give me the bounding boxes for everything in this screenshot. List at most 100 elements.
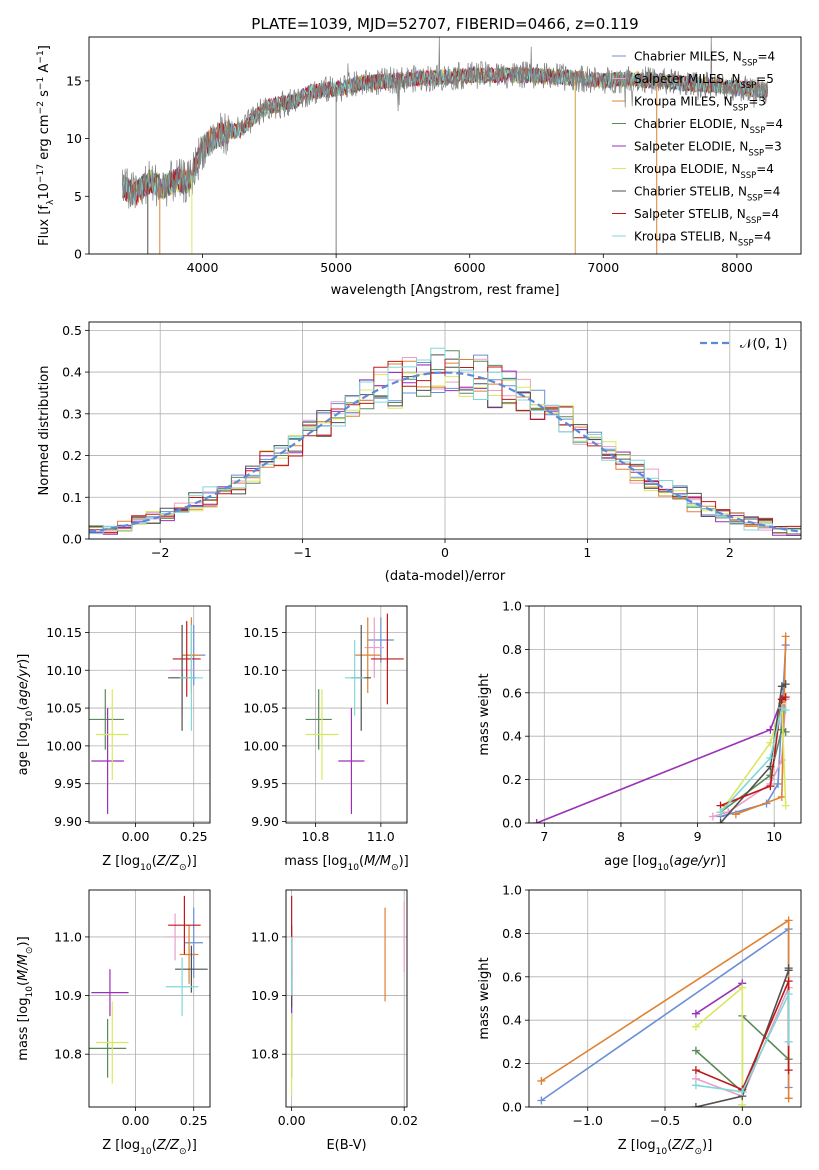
- mass-weight-marker: [738, 983, 747, 992]
- x-tick-label: 0.00: [278, 1113, 306, 1128]
- plot-area: [89, 347, 801, 536]
- x-tick-label: 1: [583, 545, 591, 560]
- x-axis-label: wavelength [Angstrom, rest frame]: [331, 283, 560, 298]
- y-tick-label: 0.0: [62, 532, 82, 547]
- x-tick-label: 0: [441, 545, 449, 560]
- y-tick-label: 9.95: [251, 776, 279, 791]
- x-tick-label: 0.00: [122, 1113, 150, 1128]
- mass-weight-marker: [708, 812, 717, 821]
- y-tick-label: 10.15: [46, 625, 82, 640]
- y-tick-label: 10.8: [251, 1047, 279, 1062]
- y-tick-label: 10.9: [54, 988, 82, 1003]
- x-axis-label: mass [log10(M/M⊙)]: [284, 854, 408, 873]
- mass-weight-line: [720, 696, 787, 807]
- y-tick-label: 0.4: [502, 1013, 522, 1028]
- x-tick-label: −1: [293, 545, 311, 560]
- axes-frame: [528, 889, 802, 1108]
- y-tick-label: 0.2: [62, 448, 82, 463]
- y-tick-label: 0.0: [502, 816, 522, 831]
- y-tick-label: 0.4: [502, 729, 522, 744]
- axes-frame: [285, 889, 408, 1108]
- mass-weight-marker: [784, 1066, 793, 1075]
- x-axis-label: Z [log10(Z/Z⊙)]: [102, 854, 197, 873]
- mass-weight-marker: [691, 1009, 700, 1018]
- legend-entry-label: Chabrier ELODIE, NSSP=4: [634, 117, 783, 135]
- mass-weight-line: [695, 982, 743, 1015]
- mass-weight-marker: [691, 1066, 700, 1075]
- x-tick-label: 8000: [721, 260, 753, 275]
- axes-frame: [88, 321, 802, 540]
- x-tick-label: 0.02: [390, 1113, 418, 1128]
- panel-mass-weight-vs-age: 7 8 9 10 0.0 0.2 0.4 0.6 0.8 1.0 age [log10(age/yr…: [477, 599, 802, 873]
- mass-weight-marker: [774, 779, 783, 788]
- y-tick-label: 5: [74, 189, 82, 204]
- y-tick-label: 0.1: [62, 490, 82, 505]
- x-tick-label: 11.0: [367, 829, 395, 844]
- y-tick-label: 0: [74, 247, 82, 262]
- plot-area: [89, 895, 208, 1084]
- x-axis-label: (data-model)/error: [385, 569, 506, 584]
- plot-area: [89, 617, 206, 814]
- panel-ebv-panel: 0.00 0.02 10.8 10.9 11.0 E(B-V): [251, 889, 418, 1153]
- x-tick-label: 0.25: [180, 1113, 208, 1128]
- mass-weight-line: [719, 683, 787, 823]
- mass-weight-marker: [777, 792, 786, 801]
- plot-area: [305, 613, 404, 814]
- axes-frame: [88, 36, 802, 255]
- y-tick-label: 0.5: [62, 323, 82, 338]
- mass-weight-marker: [716, 819, 725, 823]
- mass-weight-marker: [731, 810, 740, 819]
- mass-weight-marker: [691, 1103, 700, 1107]
- legend-entry-label: Chabrier STELIB, NSSP=4: [634, 185, 780, 203]
- mass-weight-marker: [738, 1087, 747, 1096]
- x-axis-label: Z [log10(Z/Z⊙)]: [618, 1138, 713, 1157]
- y-tick-label: 11.0: [54, 929, 82, 944]
- figure-title: PLATE=1039, MJD=52707, FIBERID=0466, z=0…: [251, 15, 638, 33]
- mass-weight-marker: [784, 916, 793, 925]
- legend-entry-label: 𝒩(0, 1): [740, 337, 787, 352]
- mass-weight-marker: [781, 801, 790, 810]
- y-tick-label: 9.90: [251, 814, 279, 829]
- y-tick-label: 0.8: [502, 642, 522, 657]
- plot-area: [537, 916, 793, 1107]
- y-tick-label: 10.8: [54, 1047, 82, 1062]
- y-axis-label: age [log10(age/yr)]: [16, 654, 35, 776]
- legend-entry-label: Kroupa MILES, NSSP=3: [634, 95, 766, 113]
- y-tick-label: 0.6: [502, 685, 522, 700]
- y-axis-label: mass weight: [477, 957, 492, 1039]
- mass-weight-marker: [537, 1096, 546, 1105]
- mass-weight-marker: [784, 977, 793, 986]
- y-tick-label: 0.4: [62, 365, 82, 380]
- x-tick-label: 7: [540, 829, 548, 844]
- y-tick-label: 10.10: [243, 663, 279, 678]
- mass-weight-line: [719, 706, 787, 813]
- x-tick-label: 7000: [587, 260, 619, 275]
- mass-weight-marker: [781, 706, 790, 715]
- x-tick-label: 0.0: [732, 1113, 752, 1128]
- y-axis-label: mass [log10(M/M⊙)]: [16, 936, 35, 1060]
- axes-frame: [88, 889, 211, 1108]
- axes-frame: [88, 605, 211, 824]
- x-tick-label: 5000: [320, 260, 352, 275]
- x-tick-label: 9: [694, 829, 702, 844]
- x-tick-label: 0.25: [180, 829, 208, 844]
- mass-weight-marker: [784, 1094, 793, 1103]
- mass-weight-marker: [766, 771, 775, 780]
- mass-weight-marker: [691, 1081, 700, 1090]
- mass-weight-line: [536, 699, 783, 823]
- x-axis-label: age [log10(age/yr)]: [604, 854, 726, 873]
- axes-frame: [528, 605, 802, 824]
- mass-weight-marker: [537, 1076, 546, 1085]
- y-tick-label: 10.10: [46, 663, 82, 678]
- y-tick-label: 0.2: [502, 1056, 522, 1071]
- mass-weight-marker: [532, 819, 541, 823]
- mass-weight-marker: [766, 782, 775, 791]
- y-tick-label: 1.0: [502, 883, 522, 898]
- axes-frame: [285, 605, 408, 824]
- y-tick-label: 10.9: [251, 988, 279, 1003]
- panel-age-vs-z: 0.00 0.25 9.90 9.95 10.00 10.05 10.10 10.15 Z [l…: [16, 605, 211, 873]
- y-tick-label: 10.00: [243, 738, 279, 753]
- mass-weight-marker: [691, 1022, 700, 1031]
- legend-entry-label: Chabrier MILES, NSSP=4: [634, 50, 775, 68]
- panel-residual-histogram: −2 −1 0 1 2 0.0 0.1 0.2 0.3 0.4 0.5 (data-model)/er…: [37, 321, 802, 584]
